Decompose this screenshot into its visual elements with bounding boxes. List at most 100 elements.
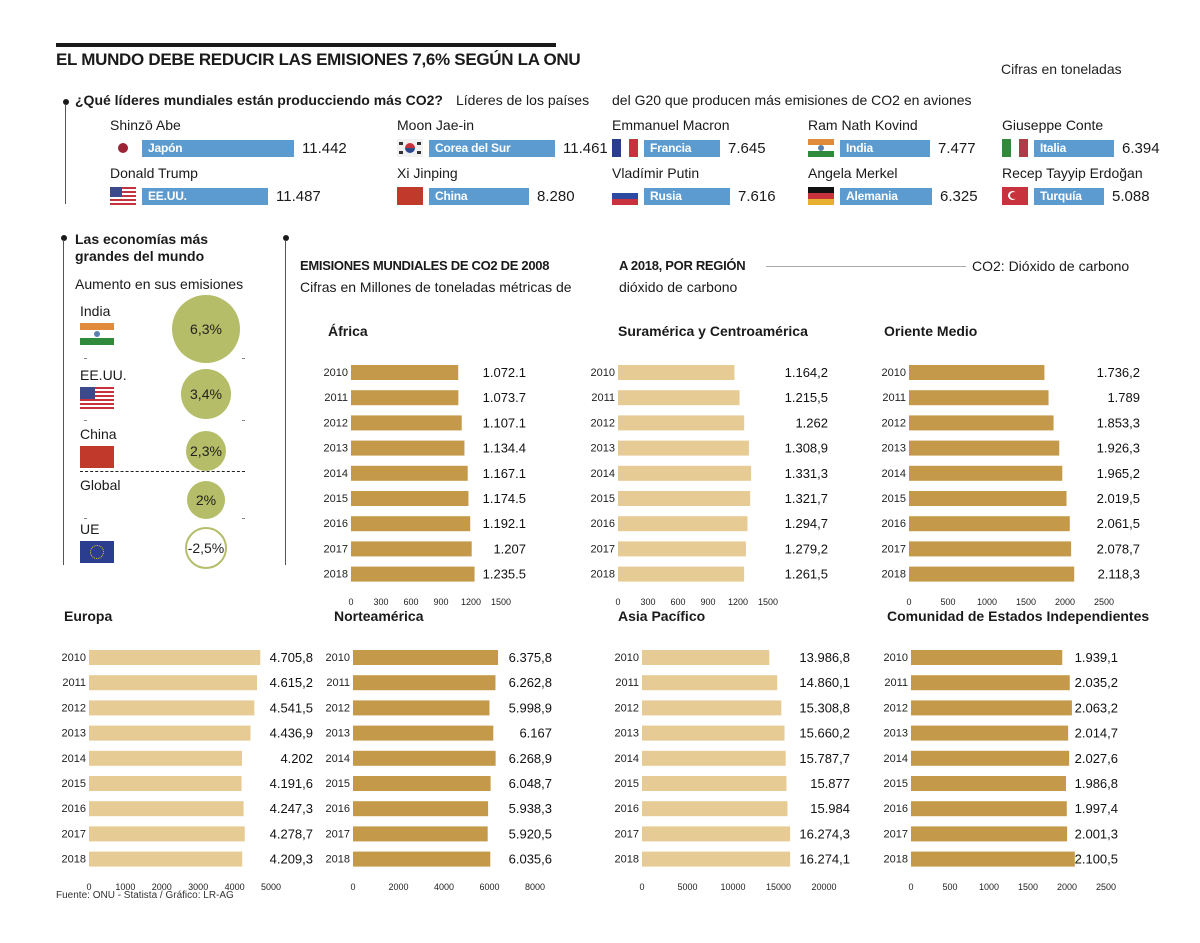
data-bar	[618, 390, 740, 406]
year-label: 2017	[591, 543, 615, 555]
value-label: 1.853,3	[1097, 415, 1140, 430]
year-label: 2017	[615, 828, 639, 840]
data-bar	[618, 415, 745, 431]
data-bar	[909, 491, 1067, 506]
value-label: 2.019,5	[1097, 491, 1140, 506]
data-bar	[351, 541, 472, 557]
emissions-title-1: EMISIONES MUNDIALES DE CO2 DE 2008	[300, 258, 550, 273]
bar-chart-svg: 2010 4.705,8 2011 4.615,2 2012 4.541,5 2013 4.4…	[62, 650, 313, 892]
value-label: 1.072.1	[483, 365, 526, 380]
data-bar	[353, 725, 494, 741]
data-bar	[911, 650, 1063, 665]
x-tick-label: 20000	[811, 882, 836, 892]
data-bar	[642, 750, 786, 766]
leader-name: Vladímir Putin	[612, 165, 700, 181]
year-label: 2017	[882, 543, 906, 555]
data-bar	[909, 566, 1075, 582]
data-bar	[351, 415, 462, 431]
country-bar: Japón	[142, 139, 294, 157]
value-label: 4.247,3	[270, 801, 313, 816]
chart-title: Suramérica y Centroamérica	[618, 323, 808, 339]
data-bar	[351, 516, 471, 532]
data-bar	[89, 725, 251, 741]
data-bar	[89, 826, 245, 842]
section-line	[285, 240, 286, 565]
section-line	[63, 240, 64, 565]
separator-tick	[84, 420, 87, 421]
separator-tick	[84, 358, 87, 359]
year-label: 2013	[324, 443, 348, 455]
leader-name: Moon Jae-in	[397, 117, 475, 133]
data-bar	[351, 440, 465, 456]
year-label: 2014	[324, 468, 348, 480]
year-label: 2018	[591, 569, 615, 581]
year-label: 2012	[882, 417, 906, 429]
year-label: 2016	[324, 518, 348, 530]
value-label: 1.308,9	[785, 441, 828, 456]
x-tick-label: 1500	[1018, 882, 1038, 892]
value-label: 1.261,5	[785, 567, 828, 582]
leader-name: Recep Tayyip Erdoğan	[1002, 165, 1143, 181]
year-label: 2018	[884, 854, 908, 866]
year-label: 2011	[615, 677, 639, 689]
x-tick-label: 600	[670, 597, 685, 607]
year-label: 2010	[324, 367, 348, 379]
year-label: 2016	[591, 518, 615, 530]
value-label: 1.262	[795, 415, 828, 430]
leader-item: Recep Tayyip Erdoğan Turquía 5.088	[1002, 165, 1150, 205]
year-label: 2013	[62, 728, 86, 740]
country-bar: Corea del Sur	[429, 139, 555, 157]
value-label: 16.274,1	[799, 852, 850, 867]
leaders-question: ¿Qué líderes mundiales están producciend…	[75, 92, 443, 108]
year-label: 2013	[884, 728, 908, 740]
bar-chart-svg: 2010 6.375,8 2011 6.262,8 2012 5.998,9 2013 6.1…	[326, 650, 552, 892]
france-flag-icon	[612, 139, 638, 157]
bullet-icon	[63, 99, 69, 105]
value-label: 4.191,6	[270, 776, 313, 791]
x-tick-label: 0	[86, 882, 91, 892]
value-label: 4.202	[280, 751, 313, 766]
leader-name: Emmanuel Macron	[612, 117, 730, 133]
data-bar	[89, 851, 243, 867]
year-label: 2013	[591, 443, 615, 455]
leader-name: Angela Merkel	[808, 165, 898, 181]
value-label: 1.939,1	[1075, 650, 1118, 665]
data-bar	[911, 776, 1066, 791]
separator-tick	[242, 358, 245, 359]
value-label: 1.997,4	[1075, 801, 1118, 816]
value-label: 2.027,6	[1075, 751, 1118, 766]
value-label: 15.660,2	[799, 726, 850, 741]
bar-chart-svg: 2010 1.736,2 2011 1.789 2012 1.853,3 2013 1.926…	[882, 365, 1140, 607]
year-label: 2017	[324, 543, 348, 555]
title-rule	[56, 43, 556, 47]
year-label: 2017	[62, 828, 86, 840]
value-label: 1.164,2	[785, 365, 828, 380]
value-label: 2.061,5	[1097, 516, 1140, 531]
x-tick-label: 900	[700, 597, 715, 607]
country-bar: EE.UU.	[142, 187, 268, 205]
data-bar	[909, 390, 1049, 406]
legend-rule	[766, 266, 966, 267]
country-bar: India	[840, 139, 930, 157]
year-label: 2015	[326, 778, 350, 790]
x-tick-label: 1000	[115, 882, 135, 892]
x-tick-label: 2500	[1094, 597, 1114, 607]
country-bar: Italia	[1034, 139, 1114, 157]
value-label: 6.035,6	[509, 852, 552, 867]
data-bar	[911, 750, 1070, 766]
data-bar	[618, 365, 735, 380]
economy-label: Global	[80, 477, 121, 493]
value-label: 1.926,3	[1097, 441, 1140, 456]
value-label: 16.274,3	[799, 826, 850, 841]
leader-item: Emmanuel Macron Francia 7.645	[612, 117, 766, 157]
x-tick-label: 0	[615, 597, 620, 607]
emission-value: 6.394	[1122, 139, 1160, 157]
value-label: 1.321,7	[785, 491, 828, 506]
value-label: 4.278,7	[270, 826, 313, 841]
x-tick-label: 2000	[1055, 597, 1075, 607]
value-label: 2.035,2	[1075, 675, 1118, 690]
growth-circle: 3,4%	[181, 369, 231, 419]
year-label: 2012	[591, 417, 615, 429]
leader-item: Shinzō Abe Japón 11.442	[110, 117, 347, 157]
region-chart: Europa 2010 4.705,8 2011 4.615,2 2012 4.541,5 2…	[58, 608, 358, 892]
